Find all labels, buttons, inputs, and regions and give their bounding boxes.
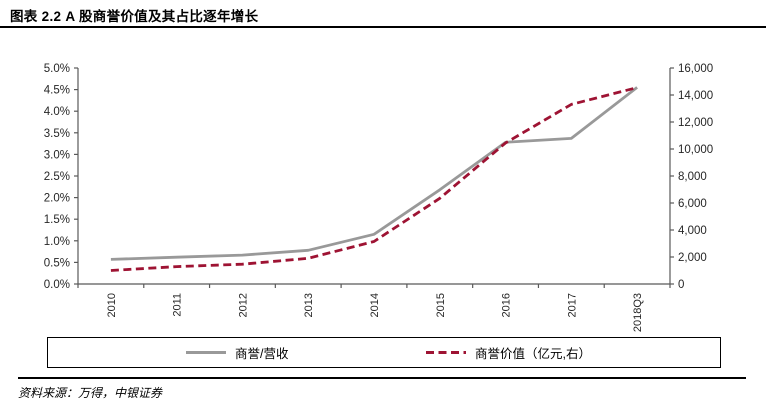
svg-text:0.0%: 0.0% [44,279,70,291]
svg-text:3.0%: 3.0% [44,149,70,161]
svg-text:0.5%: 0.5% [44,257,70,269]
svg-text:16,000: 16,000 [678,63,713,75]
svg-text:1.5%: 1.5% [44,214,70,226]
legend-label: 商誉价值（亿元,右） [475,347,591,361]
svg-text:8,000: 8,000 [678,171,707,183]
source-note: 资料来源：万得，中银证券 [18,386,163,400]
svg-text:2011: 2011 [172,293,184,317]
svg-text:10,000: 10,000 [678,144,713,156]
legend-swatch [186,351,226,354]
svg-text:1.0%: 1.0% [44,236,70,248]
svg-text:12,000: 12,000 [678,117,713,129]
legend-label: 商誉/营收 [235,347,289,361]
legend-swatch [426,351,466,354]
chart-legend: 商誉/营收 商誉价值（亿元,右） [47,337,721,368]
svg-text:4.0%: 4.0% [44,106,70,118]
svg-text:0: 0 [678,279,684,291]
svg-text:2015: 2015 [435,293,447,317]
legend-item-goodwill-ratio: 商誉/营收 [186,338,288,367]
svg-text:2.0%: 2.0% [44,193,70,205]
svg-text:2.5%: 2.5% [44,171,70,183]
title-underline [0,26,766,28]
legend-item-goodwill-value: 商誉价值（亿元,右） [426,338,591,367]
svg-text:14,000: 14,000 [678,90,713,102]
svg-text:3.5%: 3.5% [44,128,70,140]
svg-text:2017: 2017 [566,293,578,317]
svg-text:5.0%: 5.0% [44,63,70,75]
svg-text:6,000: 6,000 [678,198,707,210]
svg-text:2,000: 2,000 [678,252,707,264]
svg-text:2013: 2013 [303,293,315,317]
svg-text:2018Q3: 2018Q3 [632,293,644,332]
figure-title: 图表 2.2 A 股商誉价值及其占比逐年增长 [10,9,259,24]
svg-text:2016: 2016 [501,293,513,317]
source-divider [18,377,746,379]
svg-text:4.5%: 4.5% [44,85,70,97]
svg-text:2010: 2010 [106,293,118,317]
goodwill-chart: 0.0% 0.5% 1.0% 1.5% 2.0% 2.5% 3.0% 3.5% 4.0% 4.5%… [44,63,713,332]
svg-text:2012: 2012 [237,293,249,317]
svg-text:2014: 2014 [369,293,381,317]
svg-text:4,000: 4,000 [678,225,707,237]
